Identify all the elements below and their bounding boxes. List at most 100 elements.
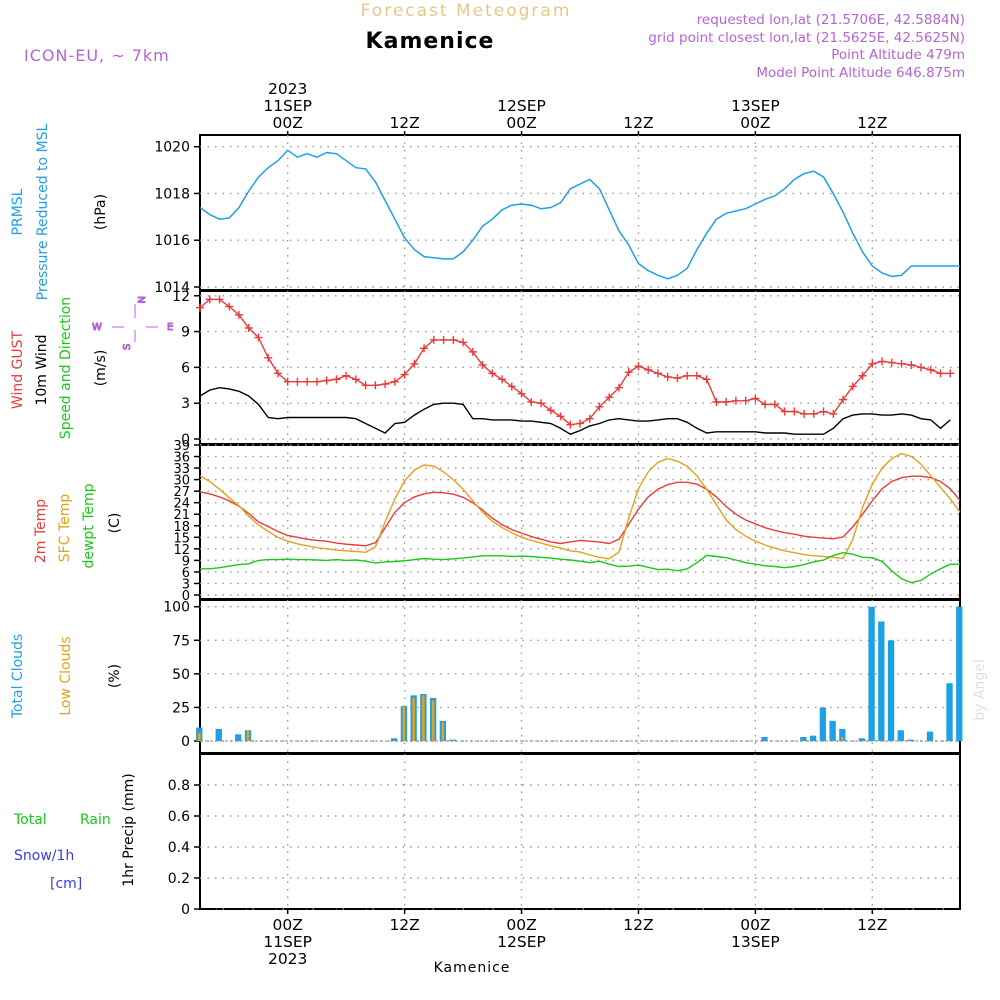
ytick-label-clouds: 100 [163,600,190,616]
gust-marker [429,335,438,344]
ytick-label-temperature: 0 [182,589,190,604]
panel-frame-clouds [199,599,961,754]
total-cloud-bar [956,606,963,741]
gust-marker [907,361,916,369]
model-altitude: Model Point Altitude 646.875m [756,65,965,81]
compass-s: S [122,344,133,350]
low-cloud-bar [422,695,425,741]
bottom-time-label: 12Z [857,916,887,934]
label-total-clouds: Total Clouds [10,634,26,719]
top-time-label: 13SEP [731,97,780,115]
total-cloud-bar [829,720,836,741]
gust-marker [848,382,857,391]
label-pressure-desc: Pressure Reduced to MSL [35,123,51,300]
ytick-label-clouds: 0 [181,734,190,750]
total-cloud-bar [819,707,827,741]
gust-marker [507,382,516,391]
label-dewpt-temp: dewpt Temp [81,483,97,568]
bottom-time-label: 00Z [740,916,770,934]
gust-marker [839,395,848,404]
gust-marker [858,371,867,380]
label-snow: Snow/1h [14,848,74,864]
panel-wind: 0 3 6 9 12 [172,289,961,448]
top-time-label: 00Z [740,114,770,132]
bottom-time-label: 12Z [389,916,419,934]
total-cloud-bar [907,739,914,741]
bottom-time-label: 13SEP [731,933,780,951]
gust-marker [196,303,204,312]
label-speed-dir: Speed and Direction [58,297,74,439]
gust-marker [449,335,458,344]
gust-marker [702,375,711,384]
low-cloud-bar [246,730,250,741]
gust-marker [225,302,234,311]
low-cloud-bar [841,736,844,741]
total-cloud-bar [868,606,875,741]
gust-marker [576,419,584,428]
low-cloud-bar [402,706,406,741]
top-time-label: 2023 [268,80,307,98]
top-time-label: 12Z [389,114,419,132]
super-title: Forecast Meteogram [361,1,572,21]
gust-marker [244,324,253,332]
bottom-time-label: 12SEP [497,933,546,951]
gust-marker [819,407,828,416]
ytick-label-precipitation: 0.8 [168,778,190,794]
bottom-time-label: 00Z [506,916,536,934]
bottom-time-label: 00Z [273,916,303,934]
gust-marker [800,409,809,418]
low-cloud-bar [431,700,435,741]
gust-marker [371,381,380,390]
gust-marker [468,347,477,356]
gust-marker [410,359,419,368]
top-time-label: 11SEP [263,97,312,115]
gust-marker [692,371,701,380]
gust-marker [537,399,546,408]
total-cloud-bar [761,736,768,741]
ytick-label-temperature: 36 [173,451,190,466]
gust-marker [342,371,351,380]
total-cloud-bar [449,739,456,741]
ytick-label-temperature: 9 [182,554,190,569]
ytick-label-pressure: 1020 [154,140,190,156]
gust-marker [829,409,838,418]
pressure-line [199,149,960,280]
total-cloud-bar [887,640,895,741]
ytick-label-clouds: 75 [172,633,190,649]
gust-marker [809,409,818,418]
ytick-label-temperature: 27 [173,485,190,500]
compass-e: E [167,322,173,333]
gust-marker [722,398,731,406]
gust-marker [546,406,555,415]
ytick-label-temperature: 6 [182,566,190,581]
gust-marker [234,310,243,319]
label-hpa: (hPa) [93,194,109,230]
low-cloud-bar [412,698,415,741]
gust-marker [381,380,390,389]
gust-marker [731,396,740,405]
label-10m-wind: 10m Wind [34,334,50,405]
top-time-label: 00Z [273,114,303,132]
ytick-label-pressure: 1016 [154,233,190,249]
gust-marker [761,400,770,409]
gust-marker [653,369,662,378]
panel-frame-pressure [199,134,961,291]
wind-line [199,386,951,435]
ytick-label-pressure: 1014 [154,280,190,296]
top-time-label: 12SEP [497,97,546,115]
total-cloud-bar [215,728,222,741]
gust-marker [439,335,448,344]
gust-marker [332,375,341,384]
low-cloud-bar [441,722,445,741]
gust-marker [527,398,536,406]
ytick-label-wind: 9 [181,325,190,341]
label-pct: (%) [107,664,123,688]
gust-marker [215,295,224,304]
ytick-label-wind: 3 [181,396,190,412]
gust-marker [887,358,896,367]
point-altitude: Point Altitude 479m [831,47,965,63]
label-cm: [cm] [50,876,82,892]
gust-marker [517,389,526,398]
